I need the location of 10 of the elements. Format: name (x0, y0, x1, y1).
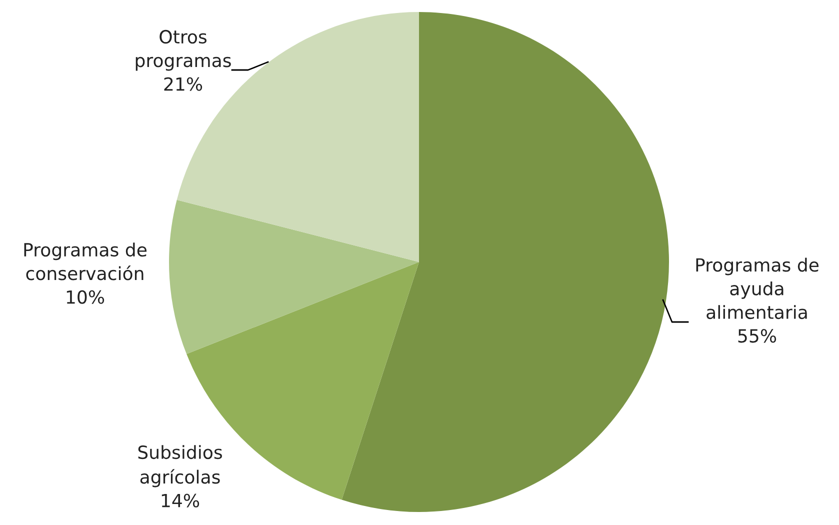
pie-slice (342, 12, 669, 512)
data-label: 14% (162, 494, 200, 508)
pie-slice (169, 200, 419, 354)
data-label: 10% (66, 290, 104, 304)
data-label: 55% (738, 329, 776, 343)
slice-label: Otros programas (136, 30, 231, 71)
slice-label: Programas de conservación (24, 242, 147, 280)
slice-label: Programas de ayuda alimentaria (696, 258, 819, 320)
data-label: 21% (164, 77, 202, 91)
slice-label: Subsidios agrícolas (138, 445, 222, 488)
